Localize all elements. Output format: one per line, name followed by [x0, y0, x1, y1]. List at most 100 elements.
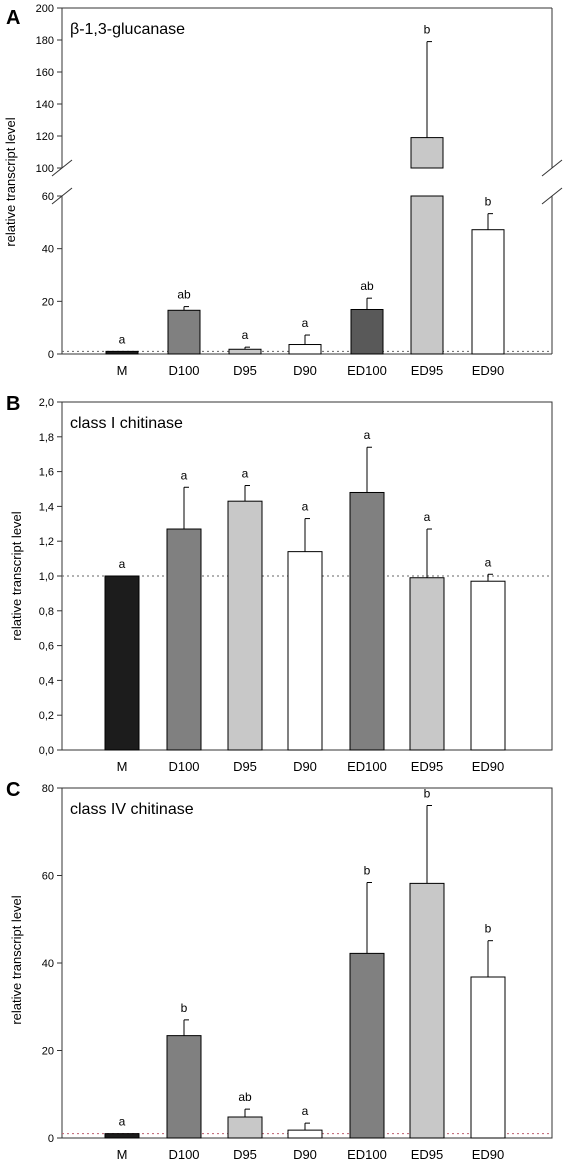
x-tick-label: M [117, 363, 128, 378]
y-axis-label: relative transcript level [3, 117, 18, 246]
bar-d100 [166, 1035, 202, 1139]
significance-letter: b [424, 23, 431, 37]
chart-title: class I chitinase [70, 415, 183, 432]
y-tick-label: 100 [36, 163, 54, 175]
bar-d95 [227, 1116, 263, 1139]
x-tick-label: ED100 [347, 759, 387, 774]
panel-letter: B [6, 393, 20, 415]
bar-m [105, 350, 139, 355]
x-tick-label: D90 [293, 759, 317, 774]
x-tick-label: ED100 [347, 1147, 387, 1162]
bar-d90 [287, 551, 323, 751]
y-tick-label: 20 [42, 1046, 54, 1058]
y-tick-label: 180 [36, 35, 54, 47]
y-tick-label: 40 [42, 244, 54, 256]
x-tick-label: D100 [168, 1147, 199, 1162]
y-tick-label: 0,0 [39, 745, 54, 757]
panel-b: B class I chitinase relative transcript … [6, 393, 553, 774]
x-tick-label: D100 [168, 363, 199, 378]
x-tick-label: D95 [233, 1147, 257, 1162]
significance-letter: b [181, 1001, 188, 1015]
x-tick-label: ED90 [472, 363, 505, 378]
y-tick-label: 1,4 [39, 501, 54, 513]
bar-d90 [287, 1129, 323, 1139]
bar-ed95-lower [410, 195, 444, 355]
axis-break-mark [541, 187, 563, 205]
significance-letter: a [119, 1115, 126, 1129]
bar-d100 [166, 528, 202, 751]
x-tick-label: ED90 [472, 759, 505, 774]
significance-letter: b [485, 922, 492, 936]
x-tick-label: ED95 [411, 759, 444, 774]
bar-ed100 [350, 308, 384, 355]
y-tick-label: 80 [42, 783, 54, 795]
y-tick-label: 60 [42, 191, 54, 203]
y-tick-label: 0,8 [39, 606, 54, 618]
significance-letter: a [364, 428, 371, 442]
bar-d100 [167, 309, 201, 355]
x-tick-label: D90 [293, 1147, 317, 1162]
y-tick-label: 0 [48, 349, 54, 361]
significance-letter: a [424, 510, 431, 524]
y-tick-label: 1,2 [39, 536, 54, 548]
panel-a: A β-1,3-glucanase relative transcript le… [3, 3, 563, 378]
y-tick-label: 0,4 [39, 675, 54, 687]
significance-letter: a [242, 328, 249, 342]
y-tick-label: 2,0 [39, 397, 54, 409]
bar-d90 [288, 344, 322, 355]
x-tick-label: ED95 [411, 363, 444, 378]
significance-letter: a [119, 557, 126, 571]
significance-letter: b [485, 195, 492, 209]
chart-title: class IV chitinase [70, 801, 194, 818]
significance-letter: a [302, 1104, 309, 1118]
significance-letter: a [485, 555, 492, 569]
significance-letter: a [242, 467, 249, 481]
chart-title: β-1,3-glucanase [70, 21, 185, 38]
significance-letter: ab [177, 288, 191, 302]
bar-ed95-upper [410, 137, 444, 169]
y-tick-label: 0,6 [39, 641, 54, 653]
bar-ed90 [470, 580, 506, 751]
y-tick-label: 1,6 [39, 467, 54, 479]
y-axis-label: relative transcript level [9, 895, 24, 1024]
bar-ed100 [349, 491, 385, 751]
y-tick-label: 140 [36, 99, 54, 111]
y-tick-label: 200 [36, 3, 54, 15]
significance-letter: b [364, 864, 371, 878]
x-tick-label: D95 [233, 363, 257, 378]
y-tick-label: 60 [42, 871, 54, 883]
significance-letter: a [302, 500, 309, 514]
bar-ed90 [471, 229, 505, 355]
y-tick-label: 1,8 [39, 432, 54, 444]
y-axis-label: relative transcript level [9, 511, 24, 640]
panel-letter: A [6, 7, 20, 29]
y-tick-label: 0,2 [39, 710, 54, 722]
y-tick-label: 1,0 [39, 571, 54, 583]
x-tick-label: ED100 [347, 363, 387, 378]
x-tick-label: D90 [293, 363, 317, 378]
bar-m [104, 575, 140, 751]
x-tick-label: ED95 [411, 1147, 444, 1162]
bar-d95 [227, 500, 263, 751]
significance-letter: a [119, 332, 126, 346]
y-tick-label: 160 [36, 67, 54, 79]
bar-m [104, 1133, 140, 1139]
bar-ed95 [409, 577, 445, 751]
panel-letter: C [6, 779, 20, 801]
bar-d95 [228, 348, 262, 355]
y-tick-label: 120 [36, 131, 54, 143]
significance-letter: a [181, 468, 188, 482]
significance-letter: ab [238, 1090, 252, 1104]
x-tick-label: D95 [233, 759, 257, 774]
x-tick-label: ED90 [472, 1147, 505, 1162]
y-tick-label: 20 [42, 296, 54, 308]
bar-ed100 [349, 952, 385, 1139]
significance-letter: ab [360, 279, 374, 293]
x-tick-label: M [117, 759, 128, 774]
y-tick-label: 0 [48, 1133, 54, 1145]
x-tick-label: M [117, 1147, 128, 1162]
bar-ed95 [409, 882, 445, 1139]
y-tick-label: 40 [42, 958, 54, 970]
x-tick-label: D100 [168, 759, 199, 774]
